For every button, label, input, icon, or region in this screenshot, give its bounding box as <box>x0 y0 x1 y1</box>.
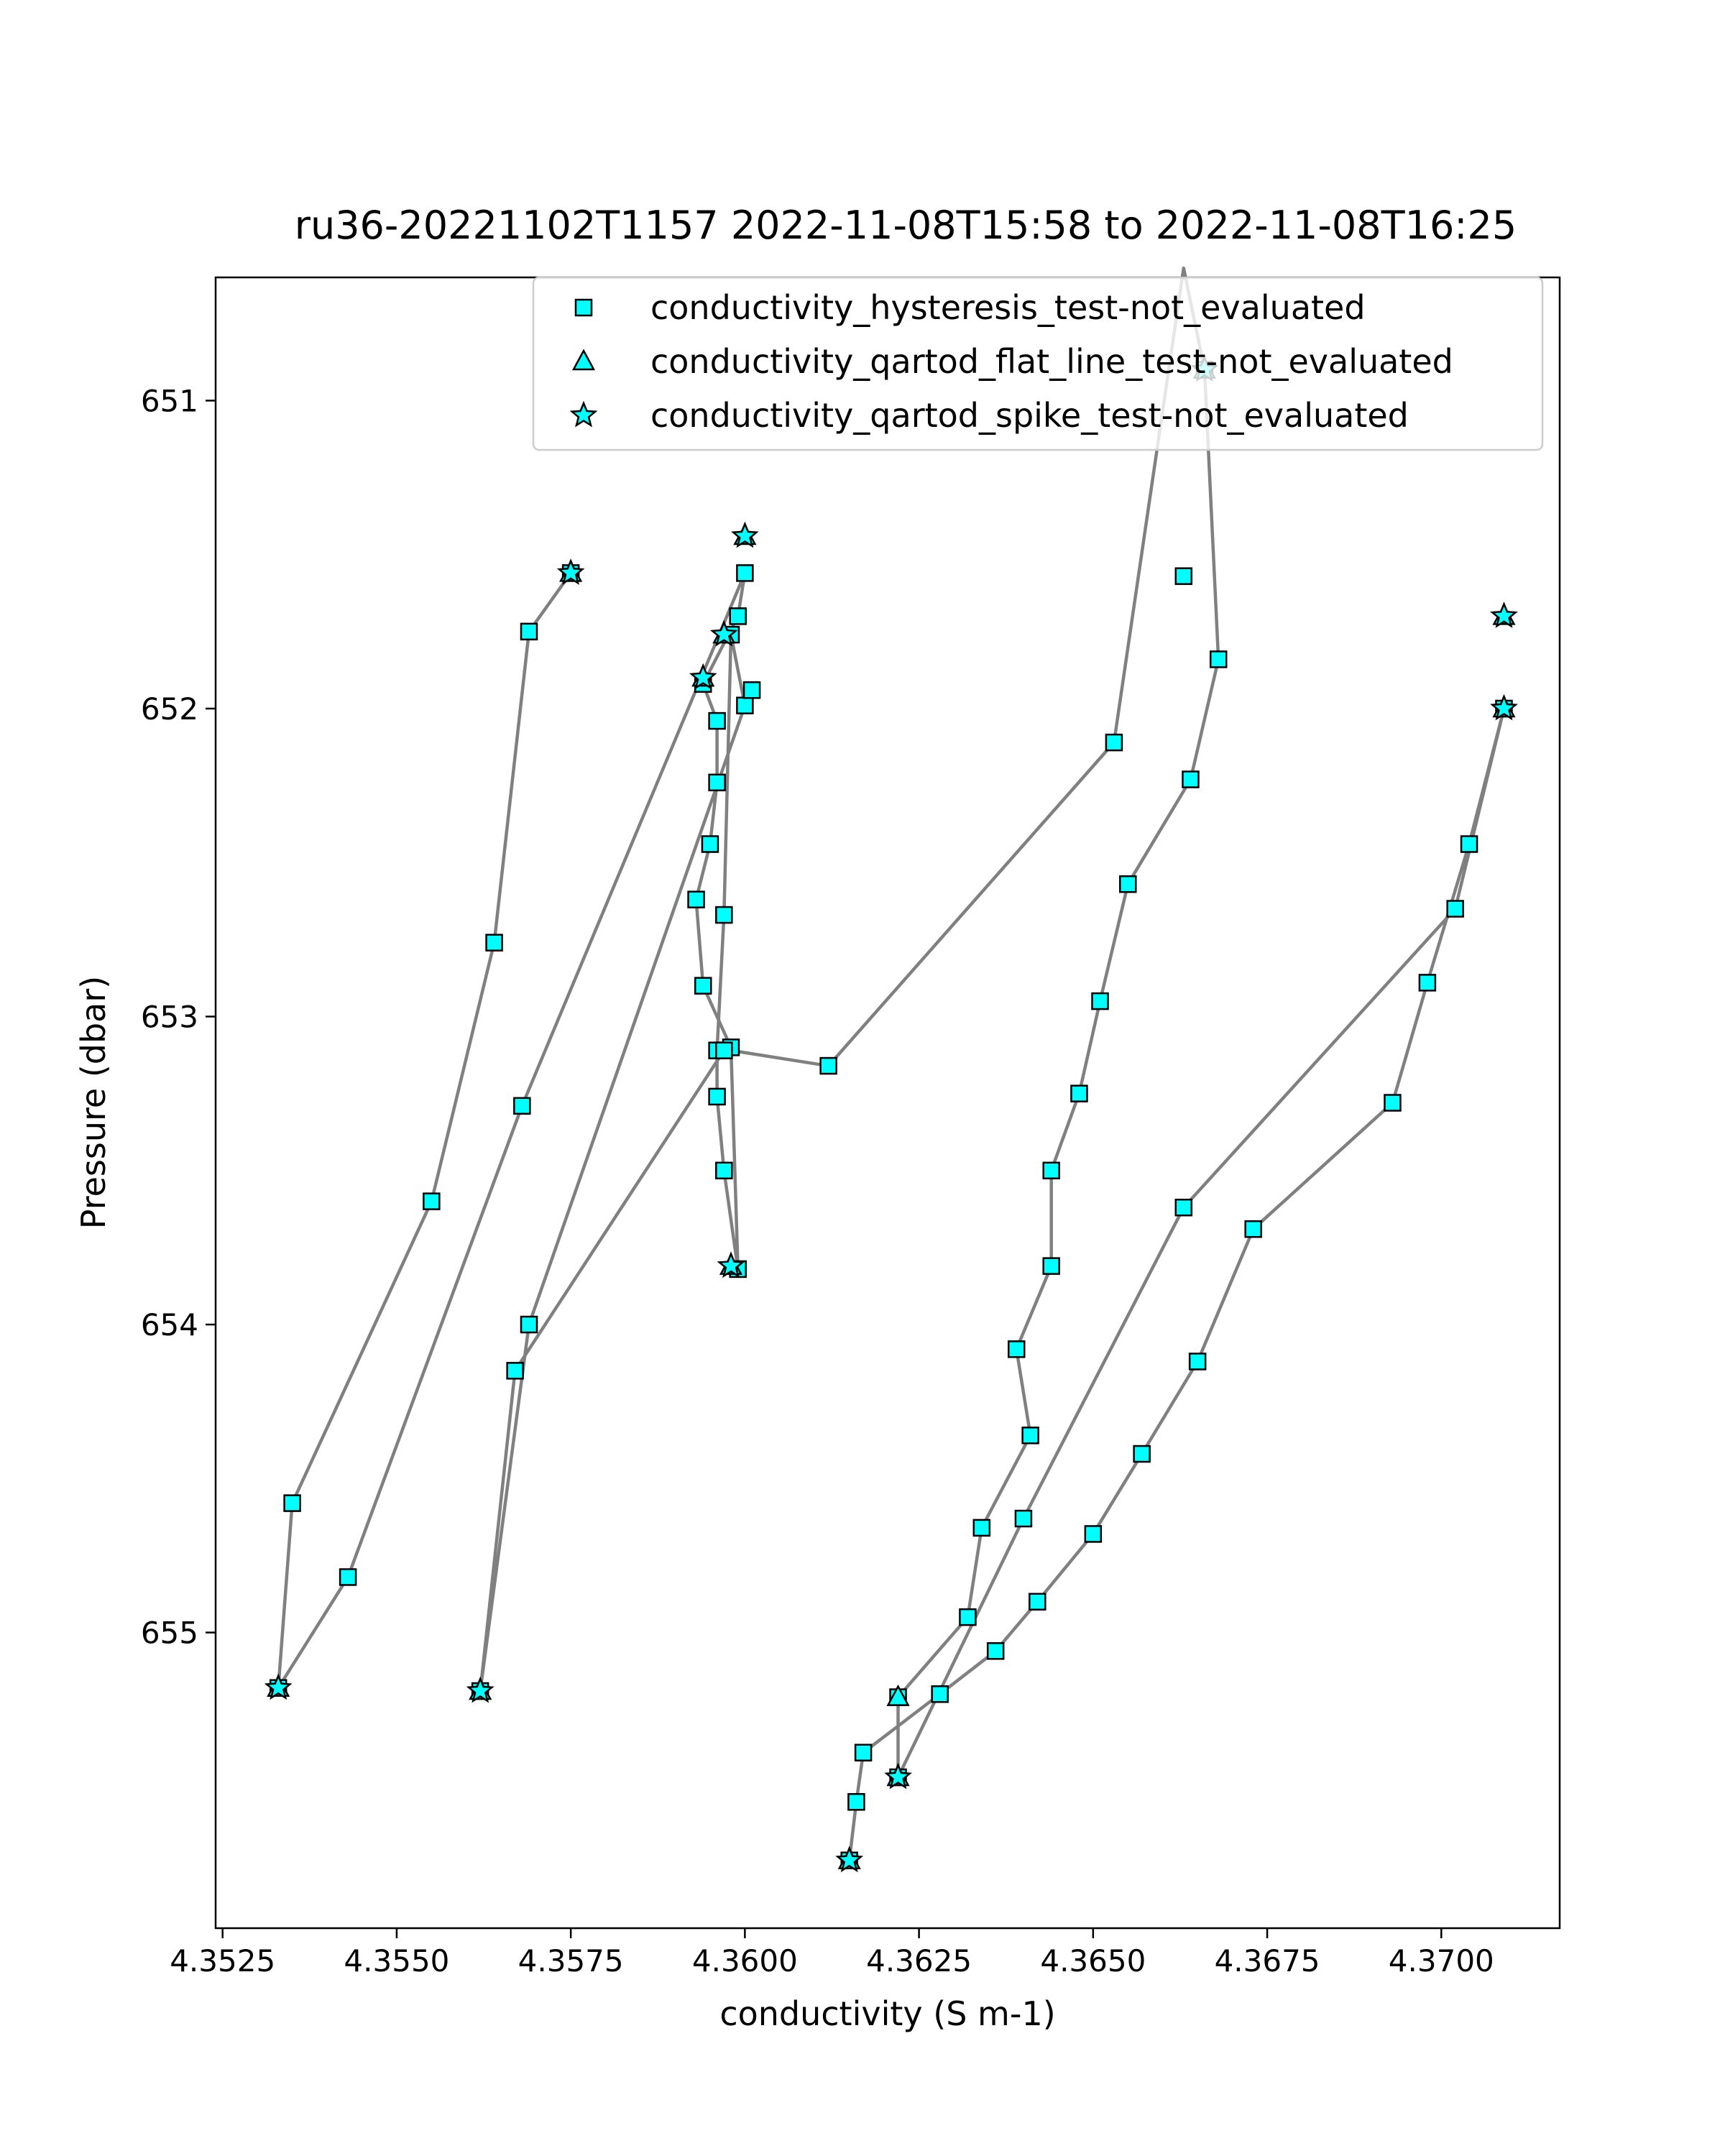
legend-label: conductivity_qartod_spike_test-not_evalu… <box>650 396 1409 435</box>
square-marker <box>854 1743 873 1761</box>
square-marker <box>1029 1593 1046 1611</box>
legend-entry: conductivity_qartod_spike_test-not_evalu… <box>569 396 1409 435</box>
square-marker <box>520 622 538 641</box>
square-marker <box>506 1362 524 1380</box>
square-marker <box>708 773 726 792</box>
x-tick-label: 4.3650 <box>1040 1943 1146 1978</box>
square-marker <box>729 607 747 625</box>
square-marker <box>1042 1161 1060 1180</box>
square-marker <box>1119 875 1137 893</box>
y-tick-label: 655 <box>141 1616 198 1651</box>
square-marker <box>1070 1084 1088 1102</box>
square-marker <box>959 1608 977 1626</box>
star-marker <box>264 1673 293 1700</box>
square-marker <box>1084 1525 1103 1543</box>
star-marker <box>1490 602 1518 628</box>
star-marker <box>717 1251 745 1279</box>
series-square <box>269 361 1513 1869</box>
star-marker <box>835 1846 864 1873</box>
square-marker <box>694 977 712 995</box>
square-marker <box>687 890 705 908</box>
star-marker <box>709 619 738 647</box>
square-marker <box>1182 770 1200 788</box>
legend-square-marker <box>574 298 593 317</box>
square-marker <box>339 1568 357 1586</box>
x-tick-label: 4.3600 <box>692 1943 798 1978</box>
legend: conductivity_hysteresis_test-not_evaluat… <box>532 276 1544 451</box>
triangle-marker <box>886 1684 910 1706</box>
square-marker <box>931 1685 949 1703</box>
plot-markers <box>264 355 1518 1873</box>
square-marker <box>972 1519 991 1537</box>
square-marker <box>520 1315 538 1334</box>
square-marker <box>1174 1198 1193 1217</box>
square-marker <box>1133 1445 1151 1463</box>
legend-entries: conductivity_hysteresis_test-not_evaluat… <box>569 288 1453 435</box>
square-marker <box>1460 835 1478 853</box>
legend-box <box>532 276 1544 451</box>
square-marker <box>1042 1257 1060 1275</box>
square-marker <box>847 1793 865 1811</box>
y-tick-label: 653 <box>141 1000 198 1035</box>
square-marker <box>1446 900 1464 918</box>
square-marker <box>513 1097 531 1115</box>
legend-label: conductivity_qartod_flat_line_test-not_e… <box>650 342 1453 381</box>
legend-entry: conductivity_hysteresis_test-not_evaluat… <box>574 288 1366 327</box>
square-marker <box>736 564 754 582</box>
x-tick-label: 4.3675 <box>1215 1943 1320 1978</box>
plot-lines <box>276 266 1506 1861</box>
x-axis: 4.3525 4.3550 4.3575 4.3600 4.3625 4.3650 4.36… <box>170 1928 1494 1978</box>
square-marker <box>715 906 733 924</box>
square-marker <box>742 681 761 699</box>
x-tick-label: 4.3700 <box>1389 1943 1494 1978</box>
star-marker <box>556 558 585 585</box>
square-marker <box>1188 1353 1207 1370</box>
y-axis-label: Pressure (dbar) <box>74 976 113 1229</box>
square-marker <box>715 1041 733 1059</box>
legend-star-marker <box>569 400 598 428</box>
star-marker <box>884 1762 912 1789</box>
square-marker <box>701 835 719 853</box>
x-tick-label: 4.3550 <box>344 1943 449 1978</box>
chart-title: ru36-20221102T1157 2022-11-08T15:58 to 2… <box>295 203 1517 248</box>
square-marker <box>708 711 726 730</box>
y-axis: 651 652 653 654 655 <box>141 383 216 1651</box>
x-tick-label: 4.3525 <box>170 1943 275 1978</box>
square-marker <box>986 1642 1005 1660</box>
profile-line <box>276 266 1506 1861</box>
square-marker <box>1418 974 1437 992</box>
series-star <box>264 355 1518 1873</box>
x-tick-label: 4.3625 <box>866 1943 972 1978</box>
square-marker <box>1007 1340 1026 1358</box>
y-tick-label: 652 <box>141 691 198 727</box>
square-marker <box>283 1494 301 1512</box>
y-tick-label: 651 <box>141 383 198 418</box>
star-marker <box>689 663 717 690</box>
square-marker <box>1209 650 1228 668</box>
square-marker <box>485 934 503 952</box>
legend-label: conductivity_hysteresis_test-not_evaluat… <box>650 288 1366 327</box>
square-marker <box>1244 1220 1262 1238</box>
square-marker <box>1021 1427 1039 1445</box>
square-marker <box>1014 1509 1033 1528</box>
y-tick-label: 654 <box>141 1307 198 1342</box>
legend-entry: conductivity_qartod_flat_line_test-not_e… <box>571 342 1453 381</box>
square-marker <box>736 696 754 714</box>
legend-triangle-marker <box>571 349 596 371</box>
square-marker <box>1384 1094 1402 1112</box>
square-marker <box>819 1056 837 1075</box>
square-marker <box>423 1192 441 1210</box>
star-marker <box>731 521 759 548</box>
x-tick-label: 4.3575 <box>518 1943 624 1978</box>
star-marker <box>1490 694 1518 721</box>
x-axis-label: conductivity (S m-1) <box>719 1994 1055 2033</box>
square-marker <box>715 1161 733 1180</box>
square-marker <box>1091 992 1109 1010</box>
star-marker <box>466 1676 494 1703</box>
square-marker <box>708 1087 726 1106</box>
square-marker <box>1174 567 1193 585</box>
square-marker <box>1105 733 1123 752</box>
